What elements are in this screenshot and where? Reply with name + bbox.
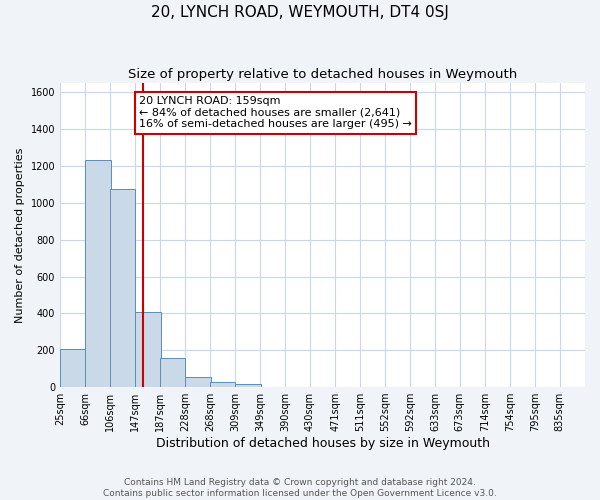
Text: Contains HM Land Registry data © Crown copyright and database right 2024.
Contai: Contains HM Land Registry data © Crown c… <box>103 478 497 498</box>
Text: 20, LYNCH ROAD, WEYMOUTH, DT4 0SJ: 20, LYNCH ROAD, WEYMOUTH, DT4 0SJ <box>151 5 449 20</box>
Bar <box>160 358 185 387</box>
Title: Size of property relative to detached houses in Weymouth: Size of property relative to detached ho… <box>128 68 517 80</box>
Text: 20 LYNCH ROAD: 159sqm
← 84% of detached houses are smaller (2,641)
16% of semi-d: 20 LYNCH ROAD: 159sqm ← 84% of detached … <box>139 96 412 129</box>
Bar <box>60 350 85 387</box>
Bar <box>210 382 235 387</box>
Bar <box>85 160 110 387</box>
Bar <box>235 384 260 387</box>
Bar <box>185 377 211 387</box>
Bar <box>110 189 136 387</box>
Y-axis label: Number of detached properties: Number of detached properties <box>15 148 25 323</box>
Bar <box>136 312 161 387</box>
X-axis label: Distribution of detached houses by size in Weymouth: Distribution of detached houses by size … <box>155 437 490 450</box>
